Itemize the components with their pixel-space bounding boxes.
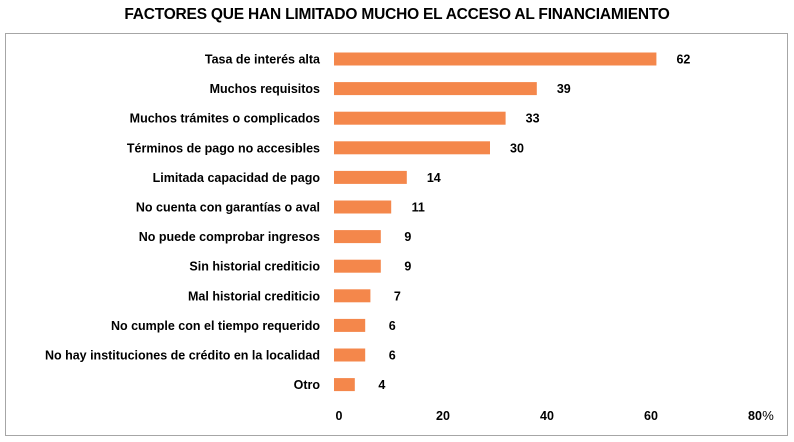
category-label-no-puede-comprobar-ingresos: No puede comprobar ingresos [139,230,320,244]
value-label-no-cuenta-con-garantias-o-aval: 11 [412,201,425,215]
category-label-muchos-tramites-o-complicados: Muchos trámites o complicados [130,112,320,126]
x-tick-label-40: 40 [540,409,554,423]
category-label-no-cumple-con-el-tiempo-requerido: No cumple con el tiempo requerido [111,319,320,333]
value-label-sin-historial-crediticio: 9 [404,260,411,274]
bar-muchos-tramites-o-complicados [334,111,506,125]
chart-frame [5,33,788,436]
category-label-sin-historial-crediticio: Sin historial crediticio [189,260,320,274]
bar-tasa-de-interes-alta [334,52,657,66]
chart-title: FACTORES QUE HAN LIMITADO MUCHO EL ACCES… [124,6,670,23]
category-label-terminos-de-pago-no-accesibles: Términos de pago no accesibles [127,141,320,155]
value-label-muchos-requisitos: 39 [557,82,571,96]
bar-no-cumple-con-el-tiempo-requerido [334,318,366,332]
x-tick-label-20: 20 [436,409,450,423]
value-label-muchos-tramites-o-complicados: 33 [526,112,540,126]
value-label-no-hay-instituciones-de-credito-en-la-localidad: 6 [389,349,396,363]
value-label-no-puede-comprobar-ingresos: 9 [404,230,411,244]
bar-no-cuenta-con-garantias-o-aval [334,200,392,214]
bar-mal-historial-crediticio [334,289,371,303]
bar-muchos-requisitos [334,82,537,96]
value-label-limitada-capacidad-de-pago: 14 [427,171,441,185]
x-tick-label-60: 60 [644,409,658,423]
value-label-tasa-de-interes-alta: 62 [676,53,690,67]
category-label-muchos-requisitos: Muchos requisitos [210,82,320,96]
value-label-mal-historial-crediticio: 7 [394,289,401,303]
bar-terminos-de-pago-no-accesibles [334,141,490,155]
category-label-otro: Otro [294,378,321,392]
x-tick-label-0: 0 [336,409,343,423]
bar-limitada-capacidad-de-pago [334,170,407,184]
category-label-no-hay-instituciones-de-credito-en-la-localidad: No hay instituciones de crédito en la lo… [45,349,320,363]
category-label-mal-historial-crediticio: Mal historial crediticio [188,289,320,303]
bar-no-hay-instituciones-de-credito-en-la-localidad [334,348,366,362]
bar-sin-historial-crediticio [334,259,381,273]
x-tick-label-80: 80 [748,409,762,423]
axis-unit-label: % [762,408,774,423]
value-label-no-cumple-con-el-tiempo-requerido: 6 [389,319,396,333]
value-label-terminos-de-pago-no-accesibles: 30 [510,141,524,155]
category-label-no-cuenta-con-garantias-o-aval: No cuenta con garantías o aval [136,201,320,215]
category-label-tasa-de-interes-alta: Tasa de interés alta [205,53,321,67]
bar-otro [334,378,355,392]
value-label-otro: 4 [378,378,385,392]
category-label-limitada-capacidad-de-pago: Limitada capacidad de pago [153,171,321,185]
bar-no-puede-comprobar-ingresos [334,230,381,244]
